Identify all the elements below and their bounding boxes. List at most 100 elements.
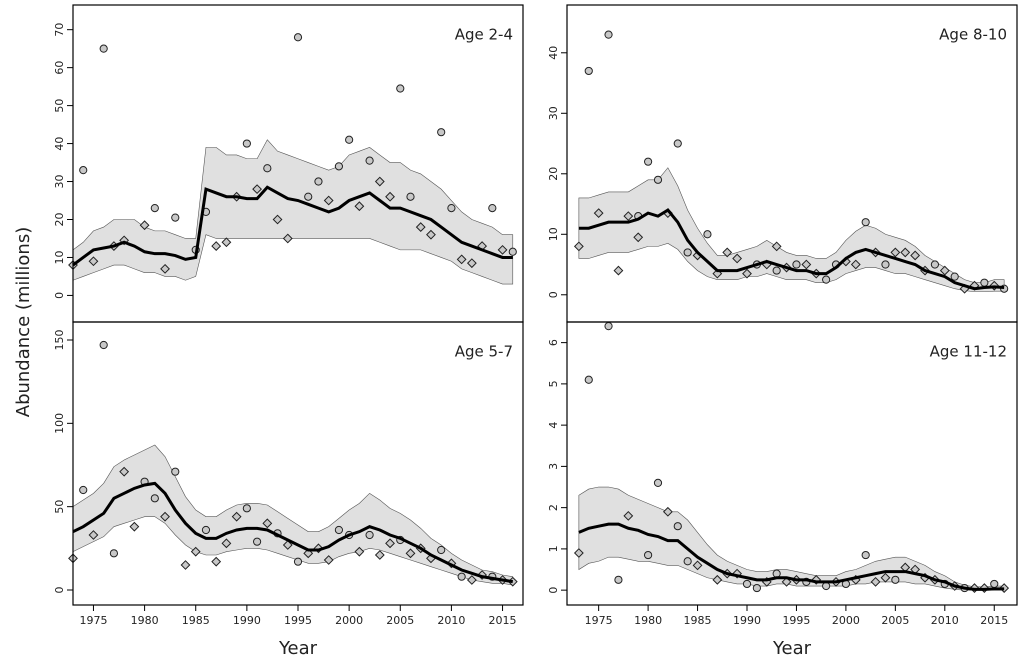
observed-point	[633, 232, 644, 243]
observed-point	[593, 208, 604, 219]
y-tick-label: 10	[547, 227, 560, 241]
x-tick-label: 1975	[585, 614, 613, 627]
y-tick-label: 4	[547, 422, 560, 429]
observed-point	[939, 265, 950, 276]
x-tick-label: 2010	[437, 614, 465, 627]
observed-point	[861, 218, 870, 227]
observed-point	[293, 557, 303, 566]
observed-point	[508, 247, 517, 256]
observed-point	[272, 214, 283, 225]
x-tick-label: 1985	[684, 614, 712, 627]
y-tick-label: 5	[547, 380, 560, 387]
observed-point	[732, 253, 743, 264]
y-tick-label: 50	[53, 99, 66, 113]
x-tick-label: 2010	[931, 614, 959, 627]
observed-point	[683, 248, 692, 257]
panel-label: Age 8-10	[939, 26, 1007, 44]
observed-point	[792, 260, 801, 269]
x-tick-label: 1995	[284, 614, 312, 627]
observed-point	[190, 546, 201, 557]
observed-point	[354, 201, 365, 212]
observed-point	[171, 213, 180, 222]
observed-point	[160, 511, 170, 522]
panel: 0 50 100 150 1975 1980 1985 1990 1995 2000 2005 201…	[53, 321, 524, 659]
observed-point	[171, 467, 180, 476]
observed-point	[262, 518, 273, 529]
observed-point	[221, 237, 232, 248]
x-axis-label: Year	[278, 638, 318, 659]
estimate-line	[578, 522, 1005, 591]
x-tick-label: 2015	[980, 614, 1008, 627]
panel-label: Age 2-4	[455, 26, 513, 44]
observed-point	[406, 192, 415, 201]
observed-point	[282, 540, 293, 550]
observed-point	[781, 576, 792, 587]
observed-point	[211, 556, 222, 567]
x-tick-label: 1980	[131, 614, 159, 627]
observed-point	[447, 204, 456, 213]
y-tick-label: 0	[53, 292, 66, 299]
observed-point	[334, 525, 344, 535]
observed-point	[623, 211, 634, 222]
observed-point	[466, 258, 477, 269]
observed-point	[712, 574, 723, 585]
y-tick-label: 70	[53, 23, 66, 37]
observed-point	[673, 522, 682, 531]
observed-point	[221, 538, 232, 549]
observed-point	[385, 191, 395, 202]
y-tick-label: 40	[53, 137, 66, 151]
y-tick-label: 100	[53, 413, 66, 434]
estimate-line	[578, 208, 1005, 291]
confidence-band	[578, 486, 1005, 591]
observed-point	[584, 66, 593, 76]
y-tick-label: 2	[547, 504, 560, 511]
observed-point	[614, 575, 623, 584]
observed-point	[282, 233, 293, 244]
observed-point	[822, 581, 831, 591]
observed-point	[150, 494, 159, 503]
observed-point	[129, 521, 140, 532]
x-tick-label: 1975	[79, 614, 107, 627]
observed-point	[323, 195, 334, 206]
observed-point	[365, 156, 374, 165]
observed-point	[613, 265, 624, 276]
observed-point	[252, 537, 262, 546]
observed-point	[772, 266, 781, 275]
observed-point	[673, 139, 682, 148]
y-tick-label: 3	[547, 463, 560, 470]
x-tick-label: 1990	[733, 614, 761, 627]
panel: 0 10 20 30 40 50 60 70 Age 2-4	[53, 4, 524, 323]
observed-point	[374, 550, 385, 560]
x-tick-label: 1995	[782, 614, 810, 627]
y-tick-label: 0	[547, 291, 560, 298]
observed-point	[890, 247, 901, 258]
observed-point	[742, 268, 752, 279]
y-tick-label: 150	[53, 330, 66, 351]
observed-point	[930, 260, 940, 269]
panel-label: Age 11-12	[930, 343, 1007, 361]
observed-point	[109, 549, 119, 558]
panel: 0 10 20 30 40 Age 8-10	[547, 4, 1018, 323]
y-axis-label: Abundance (millions)	[13, 227, 34, 418]
observed-point	[456, 254, 467, 265]
observed-point	[683, 557, 692, 566]
observed-point	[880, 572, 891, 583]
observed-point	[623, 510, 634, 521]
observed-point	[584, 375, 593, 384]
observed-point	[850, 259, 861, 270]
observed-point	[712, 268, 723, 279]
observed-point	[466, 575, 477, 585]
y-tick-label: 60	[53, 61, 66, 75]
observed-point	[314, 177, 323, 186]
observed-point	[426, 229, 436, 240]
x-tick-label: 1980	[634, 614, 662, 627]
observed-point	[881, 260, 890, 269]
observed-point	[870, 576, 881, 587]
observed-point	[88, 530, 99, 540]
observed-point	[990, 579, 999, 589]
observed-point	[334, 162, 344, 171]
panel: 0 1 2 3 4 5 6 1975 1980 1985 1990 1995 2000 2005 2010 2…	[547, 321, 1018, 659]
y-tick-label: 50	[53, 500, 66, 514]
observed-point	[354, 546, 365, 557]
